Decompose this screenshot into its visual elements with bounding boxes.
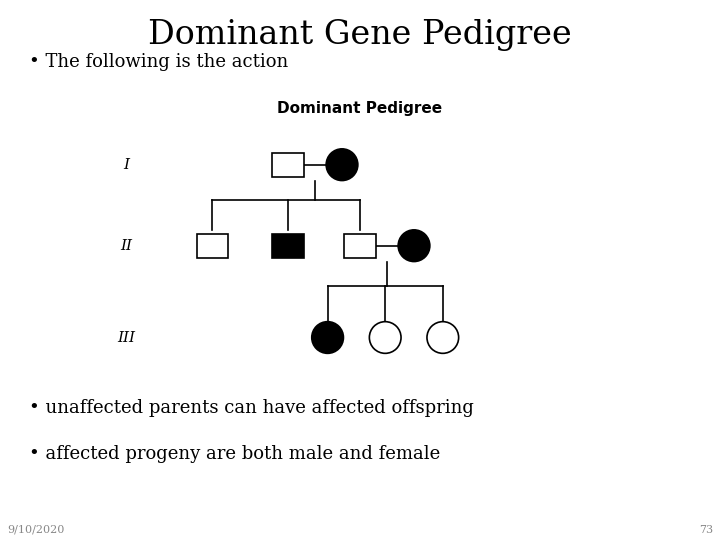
Ellipse shape xyxy=(369,322,401,353)
Ellipse shape xyxy=(326,149,358,180)
Bar xyxy=(272,234,304,258)
Text: 73: 73 xyxy=(698,524,713,535)
Bar xyxy=(272,153,304,177)
Ellipse shape xyxy=(312,322,343,353)
Text: • The following is the action: • The following is the action xyxy=(29,53,288,71)
Text: • affected progeny are both male and female: • affected progeny are both male and fem… xyxy=(29,444,440,463)
Text: 9/10/2020: 9/10/2020 xyxy=(7,524,65,535)
Text: II: II xyxy=(120,239,132,253)
Bar xyxy=(344,234,376,258)
Text: III: III xyxy=(117,330,135,345)
Ellipse shape xyxy=(427,322,459,353)
Text: Dominant Pedigree: Dominant Pedigree xyxy=(277,100,443,116)
Ellipse shape xyxy=(398,230,430,261)
Bar xyxy=(197,234,228,258)
Text: • unaffected parents can have affected offspring: • unaffected parents can have affected o… xyxy=(29,399,474,417)
Text: I: I xyxy=(123,158,129,172)
Text: Dominant Gene Pedigree: Dominant Gene Pedigree xyxy=(148,19,572,51)
